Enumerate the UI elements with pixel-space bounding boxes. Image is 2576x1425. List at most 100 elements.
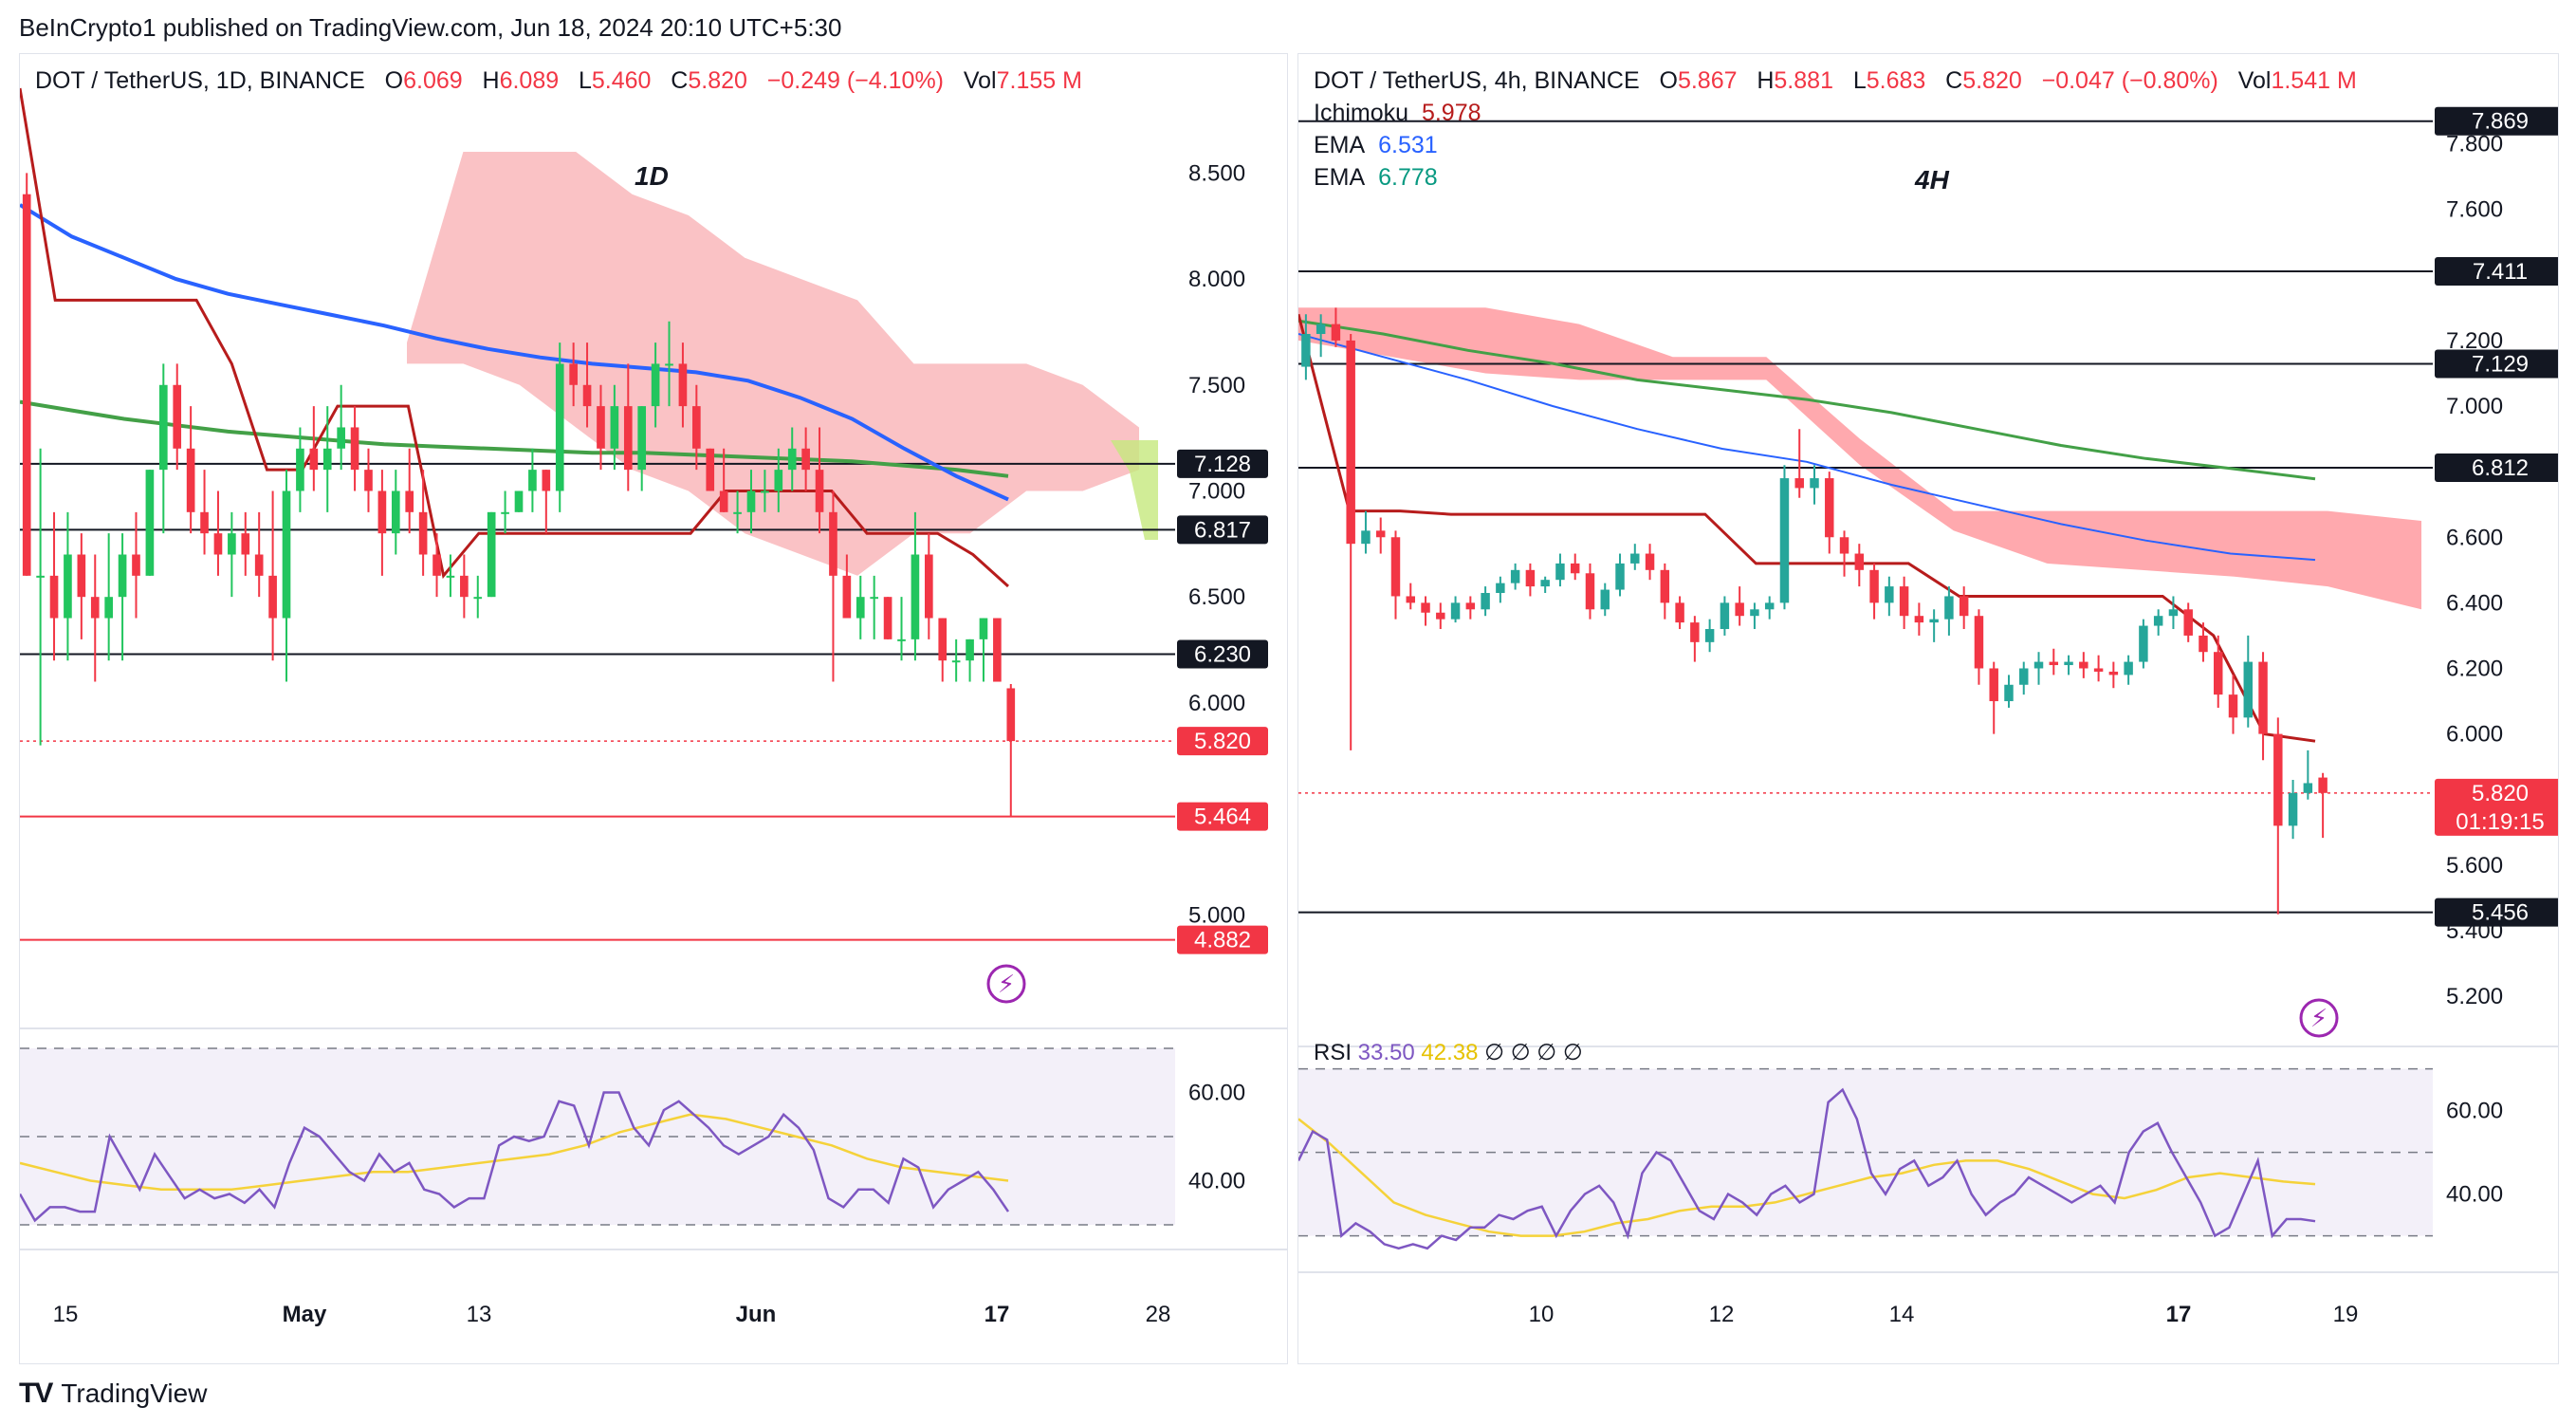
candle-body [1600, 589, 1610, 610]
open-label: O [1659, 67, 1678, 94]
price-level-tag [2435, 349, 2558, 379]
candle-body [200, 511, 209, 534]
y-tick-label: 6.400 [2446, 590, 2503, 616]
volume-label: Vol [2237, 67, 2272, 94]
candle-body [897, 638, 906, 641]
volume-value: 1.541 M [2271, 67, 2357, 94]
rsi-tick-label: 60.00 [2446, 1099, 2503, 1124]
high-label: H [1757, 67, 1775, 94]
candle-body [2139, 625, 2148, 662]
chart-4h-svg[interactable]: 4H 7.869 7.411 7.129 6.812 5.820 01:19:15 5.456… [1298, 54, 2558, 1363]
candle-body [542, 470, 551, 491]
candle-body [1810, 478, 1819, 489]
chart-panel-1d[interactable]: DOT / TetherUS, 1D, BINANCE O6.069 H6.08… [19, 53, 1288, 1364]
close-label: C [671, 67, 689, 94]
price-level-tag [2435, 453, 2558, 482]
candle-body [1481, 593, 1490, 610]
y-tick-label: 8.500 [1188, 160, 1245, 186]
open-value: 6.069 [403, 67, 463, 94]
x-tick-label: 10 [1529, 1302, 1555, 1327]
candle-body [2243, 661, 2254, 718]
y-tick-label: 5.600 [2446, 853, 2503, 879]
rsi-line [20, 1091, 1010, 1223]
price-level-tag [1177, 727, 1268, 756]
y-tick-label: 7.000 [1188, 478, 1245, 504]
candle-body [473, 597, 483, 600]
candle-body [282, 490, 291, 619]
chart-panel-4h[interactable]: DOT / TetherUS, 4h, BINANCE O5.867 H5.88… [1297, 53, 2559, 1364]
candle-body [90, 597, 100, 619]
candle-body [2318, 777, 2328, 793]
candle-body [2214, 652, 2223, 695]
x-tick-label: 14 [1889, 1302, 1915, 1327]
candle-body [1974, 616, 1984, 669]
candle-body [870, 597, 879, 600]
tradingview-logo[interactable]: TV TradingView [19, 1378, 207, 1410]
candle-body [501, 511, 509, 514]
y-tick-label: 7.200 [2446, 328, 2503, 354]
price-level-value: 4.882 [1194, 928, 1251, 953]
candle-body [64, 554, 72, 619]
candle-body [2228, 694, 2238, 718]
rsi-legend-part: 33.50 [1352, 1040, 1415, 1065]
price-level-tag [2435, 898, 2558, 927]
candle-body [2273, 733, 2283, 826]
candle-body [1006, 688, 1016, 742]
y-tick-label: 6.000 [2446, 722, 2503, 748]
candle-body [1885, 586, 1894, 603]
candle-body [1585, 573, 1595, 610]
x-tick-label: Jun [736, 1302, 777, 1327]
candle-body [979, 618, 988, 639]
candle-body [2199, 635, 2208, 653]
open-label: O [384, 67, 404, 94]
price-level-value: 5.464 [1194, 805, 1251, 830]
ema-label: EMA [1314, 132, 1366, 158]
rsi-tick-label: 60.00 [1188, 1080, 1245, 1105]
candle-body [1660, 569, 1670, 603]
candle-body [761, 490, 769, 493]
candle-body [173, 384, 182, 449]
chart-1d-svg[interactable]: 1D 7.128 6.817 6.230 5.820 5.464 4.882 8.500 8.0… [20, 54, 1287, 1363]
ema-blue-legend: EMA 6.531 [1314, 132, 1438, 159]
candle-body [993, 618, 1002, 682]
y-tick-label: 6.500 [1188, 584, 1245, 610]
price-level-tag [1177, 802, 1268, 831]
price-level-tag [1177, 449, 1268, 478]
high-value: 6.089 [499, 67, 560, 94]
candle-body [1899, 586, 1909, 617]
candle-body [1764, 602, 1775, 610]
candle-body [1331, 324, 1341, 341]
high-value: 5.881 [1774, 67, 1833, 94]
candle-body [856, 597, 865, 619]
candle-body [1615, 563, 1625, 590]
candle-body [268, 575, 277, 619]
change-value: −0.047 (−0.80%) [2041, 67, 2218, 94]
candle-body [733, 511, 742, 514]
lightning-icon [986, 964, 1026, 1004]
price-level-value: 5.820 [2472, 781, 2529, 806]
close-label: C [1945, 67, 1963, 94]
candle-body [1510, 569, 1520, 583]
candle-body [322, 448, 332, 471]
candle-body [815, 470, 824, 512]
candle-body [1346, 340, 1355, 545]
rsi-legend: RSI 33.50 42.38 ∅ ∅ ∅ ∅ [1314, 1040, 1583, 1065]
price-level-value: 7.129 [2472, 351, 2529, 377]
candle-body [2064, 661, 2073, 666]
candle-body [706, 448, 715, 491]
ema-value: 6.531 [1378, 132, 1438, 158]
price-level-tag [1177, 515, 1268, 545]
candle-body [966, 638, 974, 661]
price-level-value: 5.820 [1194, 729, 1251, 754]
candle-body [774, 470, 783, 491]
ema-label: EMA [1314, 164, 1366, 191]
lightning-icon-glyph: ⚡ [998, 971, 1015, 999]
ema-green-line [20, 399, 1009, 478]
y-tick-label: 5.400 [2446, 918, 2503, 944]
price-level-value: 6.812 [2472, 455, 2529, 481]
candle-body [1421, 602, 1430, 613]
rsi-legend-part: ∅ ∅ ∅ ∅ [1478, 1040, 1582, 1065]
rsi-ma-line [1298, 1118, 2316, 1237]
high-label: H [482, 67, 500, 94]
y-tick-label: 6.600 [2446, 525, 2503, 550]
